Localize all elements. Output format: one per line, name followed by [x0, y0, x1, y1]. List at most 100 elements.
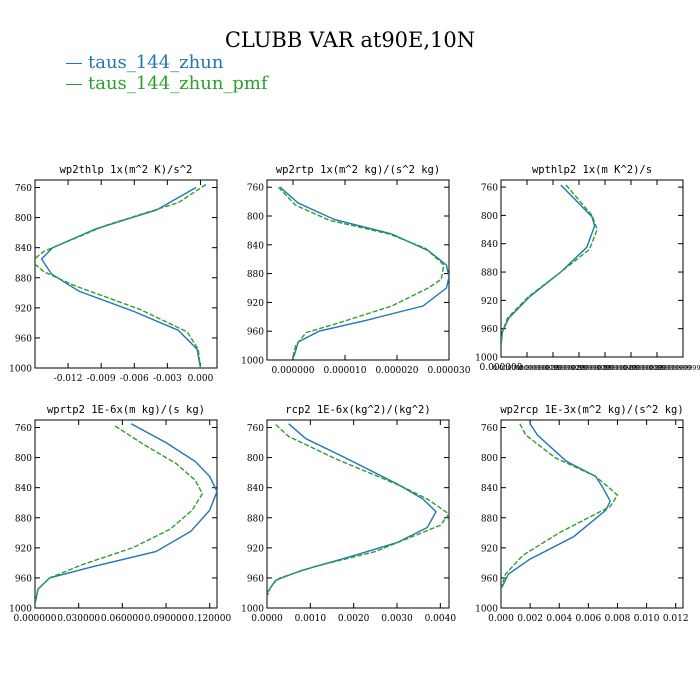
panel-title: wp2rtp 1x(m^2 kg)/(s^2 kg) — [276, 164, 440, 176]
plot-frame — [34, 179, 218, 369]
legend-item-series-1: taus_144_zhun — [66, 52, 268, 73]
x-tick-label: 0.000000199999999 — [519, 364, 587, 372]
y-tick-label: 920 — [481, 297, 498, 307]
panel-title: wpthlp2 1x(m K^2)/s — [532, 164, 652, 176]
x-tick-label: -0.006 — [120, 374, 149, 384]
y-tick-label: 960 — [15, 574, 32, 584]
y-tick-label: 760 — [15, 424, 32, 434]
y-tick-label: 960 — [481, 574, 498, 584]
x-tick-label: 0.0000 — [251, 614, 283, 624]
panel-title: rcp2 1E-6x(kg^2)/(kg^2) — [285, 404, 430, 416]
y-tick-label: 800 — [247, 454, 264, 464]
legend-item-series-2: taus_144_zhun_pmf — [66, 73, 268, 94]
y-tick-label: 840 — [15, 484, 32, 494]
x-tick-label: 0.002 — [517, 614, 543, 624]
y-tick-label: 1000 — [475, 354, 498, 364]
y-tick-label: 880 — [15, 514, 32, 524]
x-tick-label: 0.000020 — [376, 366, 419, 376]
x-tick-label: 0.000000399999999 — [571, 364, 639, 372]
panel-title: wprtp2 1E-6x(m kg)/(s kg) — [47, 404, 205, 416]
y-tick-label: 920 — [481, 544, 498, 554]
x-tick-label: 0.010 — [634, 614, 660, 624]
x-tick-label: 0.012 — [663, 614, 689, 624]
x-tick-label: 0.000000299999999 — [545, 364, 613, 372]
x-tick-label: 0.0040 — [425, 614, 457, 624]
y-tick-label: 760 — [247, 184, 264, 194]
legend-label-series-1: taus_144_zhun — [88, 52, 224, 73]
x-tick-label: -0.012 — [54, 374, 83, 384]
x-tick-label: 0.000 — [488, 614, 514, 624]
y-tick-label: 880 — [481, 269, 498, 279]
y-tick-label: 960 — [481, 325, 498, 335]
chart-panel-1: wp2thlp 1x(m^2 K)/s^2 760 800 840 880 920 960 1… — [9, 164, 218, 384]
plot-frame — [500, 179, 684, 358]
legend-label-series-2: taus_144_zhun_pmf — [88, 73, 268, 94]
y-tick-label: 800 — [247, 213, 264, 223]
y-tick-label: 880 — [247, 270, 264, 280]
y-tick-label: 840 — [481, 484, 498, 494]
x-tick-label: 0.0030 — [381, 614, 413, 624]
x-tick-label: 0.000000699999999 — [649, 364, 700, 372]
x-tick-label: 0.000000 — [14, 614, 57, 624]
chart-panel-3: wpthlp2 1x(m K^2)/s 760 800 840 880 920 960 100… — [475, 164, 700, 373]
y-tick-label: 960 — [247, 328, 264, 338]
series-line-1 — [279, 186, 449, 357]
x-tick-label: 0.000000599999999 — [623, 364, 691, 372]
y-tick-label: 840 — [15, 244, 32, 254]
y-tick-label: 880 — [15, 274, 32, 284]
chart-panel-2: wp2rtp 1x(m^2 kg)/(s^2 kg) 760 800 840 880 92… — [241, 164, 471, 376]
series-line-1 — [501, 423, 611, 590]
legend-swatch-series-1 — [66, 62, 82, 64]
y-tick-label: 840 — [247, 484, 264, 494]
y-tick-label: 920 — [15, 304, 32, 314]
chart-panel-4: wprtp2 1E-6x(m kg)/(s kg) 760 800 840 880 920… — [9, 404, 231, 624]
series-line-1 — [35, 423, 217, 605]
y-tick-label: 1000 — [475, 605, 498, 615]
panel-title: wp2thlp 1x(m^2 K)/s^2 — [60, 164, 193, 176]
series-line-2 — [35, 425, 204, 605]
y-tick-label: 1000 — [241, 605, 264, 615]
legend: taus_144_zhun taus_144_zhun_pmf — [66, 52, 268, 94]
y-tick-label: 920 — [247, 299, 264, 309]
x-tick-label: 0.000000499999999 — [597, 364, 665, 372]
chart-panel-6: wp2rcp 1E-3x(m^2 kg)/(s^2 kg)760 800 840 88… — [475, 404, 689, 624]
y-tick-label: 800 — [481, 212, 498, 222]
y-tick-label: 840 — [247, 241, 264, 251]
y-tick-label: 960 — [247, 574, 264, 584]
y-tick-label: 920 — [247, 544, 264, 554]
y-tick-label: 800 — [15, 214, 32, 224]
y-tick-label: 920 — [15, 544, 32, 554]
x-tick-label: 0.000010 — [324, 366, 367, 376]
x-tick-label: -0.009 — [87, 374, 116, 384]
y-tick-label: 1000 — [241, 357, 264, 367]
y-tick-label: 760 — [481, 424, 498, 434]
x-tick-label: 0.060000 — [101, 614, 144, 624]
series-line-1 — [40, 186, 202, 368]
y-tick-label: 880 — [247, 514, 264, 524]
y-tick-label: 1000 — [9, 605, 32, 615]
series-line-1 — [267, 423, 437, 594]
series-line-2 — [267, 423, 449, 597]
y-tick-label: 1000 — [9, 365, 32, 375]
series-line-1 — [501, 184, 596, 347]
x-tick-label: 0.008 — [605, 614, 631, 624]
series-line-2 — [35, 183, 207, 368]
series-line-2 — [501, 423, 619, 590]
y-tick-label: 760 — [15, 184, 32, 194]
legend-swatch-series-2 — [66, 83, 82, 85]
y-tick-label: 800 — [481, 454, 498, 464]
x-tick-label: 0.000 — [188, 374, 214, 384]
x-tick-label: 0.000000 — [480, 363, 523, 373]
y-tick-label: 840 — [481, 240, 498, 250]
x-tick-label: 0.0020 — [338, 614, 370, 624]
plot-frame — [266, 419, 450, 609]
y-tick-label: 960 — [15, 334, 32, 344]
x-tick-label: 0.030000 — [57, 614, 100, 624]
x-tick-label: 0.004 — [546, 614, 572, 624]
chart-panel-5: rcp2 1E-6x(kg^2)/(kg^2) 760 800 840 880 920 96… — [241, 404, 456, 624]
x-tick-label: 0.090000 — [145, 614, 188, 624]
x-tick-label: 0.0010 — [295, 614, 327, 624]
y-tick-label: 880 — [481, 514, 498, 524]
x-tick-label: 0.006 — [575, 614, 601, 624]
